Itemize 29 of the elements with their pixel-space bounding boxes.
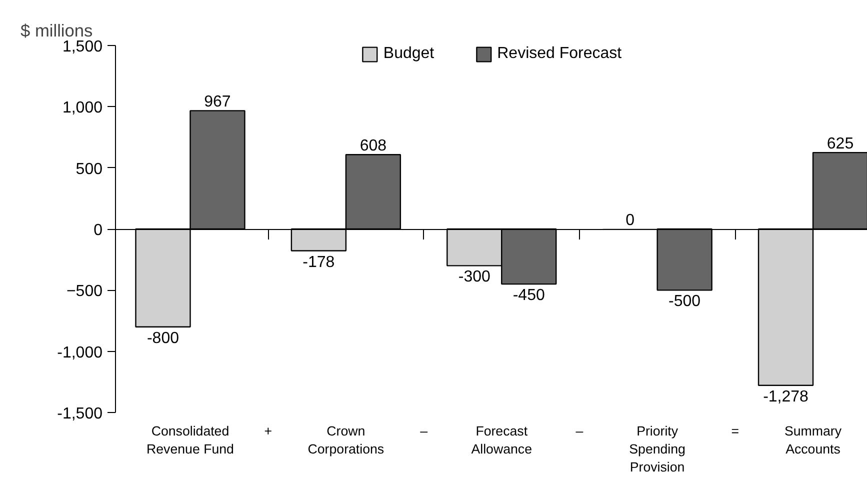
data-label: 625 xyxy=(826,136,854,153)
y-tick-label: 500 xyxy=(76,160,103,178)
data-label: 967 xyxy=(204,94,231,111)
text: + xyxy=(264,424,272,438)
y-tick-label: -1,000 xyxy=(57,344,103,362)
x-tick-label: Crown Corporations xyxy=(308,424,384,456)
data-label: 608 xyxy=(360,138,387,155)
y-tick-label: −500 xyxy=(66,283,103,300)
text: – xyxy=(420,424,428,438)
x-tick-label: Forecast Allowance xyxy=(471,424,532,456)
data-label: -300 xyxy=(458,268,490,286)
x-tick-label: Summary Accounts xyxy=(784,424,842,456)
text: – xyxy=(576,424,584,438)
y-tick-label: -1,500 xyxy=(57,406,103,422)
data-label: -1,278 xyxy=(763,388,809,406)
data-label: -178 xyxy=(302,254,335,271)
text: = xyxy=(731,424,740,438)
x-tick-label: Consolidated Revenue Fund xyxy=(146,424,234,456)
data-label: -800 xyxy=(146,330,180,347)
data-label: -450 xyxy=(512,287,545,304)
legend-label: Revised Forecast xyxy=(497,45,622,63)
legend-label: Budget xyxy=(383,45,434,63)
y-axis-title: $ millions xyxy=(20,20,94,40)
data-label: 0 xyxy=(626,212,635,229)
data-label: -500 xyxy=(668,293,701,310)
y-tick-label: 1,500 xyxy=(62,38,103,56)
y-tick-label: 1,000 xyxy=(62,100,103,117)
x-tick-label: Priority Spending Provision xyxy=(629,424,686,474)
y-tick-label: 0 xyxy=(94,222,103,239)
